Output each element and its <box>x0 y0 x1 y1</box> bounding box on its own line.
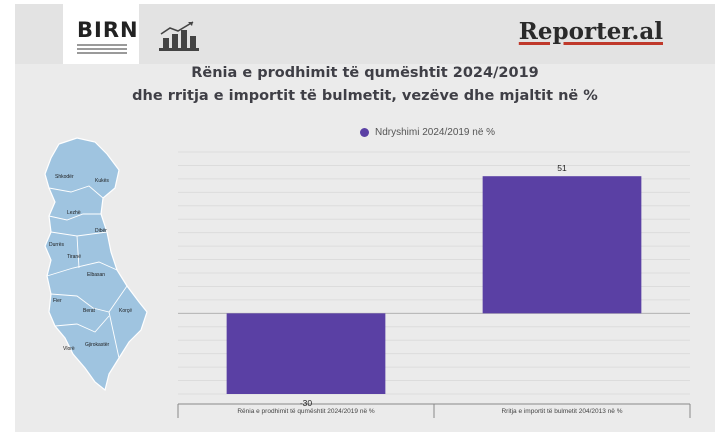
bar-chart-icon <box>159 21 199 51</box>
birn-logo: BIRN <box>63 4 139 64</box>
map-region-borders <box>46 185 128 359</box>
birn-logo-subtitle <box>77 44 127 56</box>
albania-map <box>44 137 148 392</box>
category-label-0: Rënia e prodhimit të qumështit 2024/2019… <box>237 408 375 415</box>
legend-label: Ndryshimi 2024/2019 në % <box>375 127 496 138</box>
bar-0 <box>226 313 386 394</box>
map-label-8: Berat <box>83 308 96 314</box>
legend: Ndryshimi 2024/2019 në % <box>360 127 495 138</box>
chart-title-line1: Rënia e prodhimit të qumështit 2024/2019 <box>191 65 539 81</box>
map-label-5: Tiranë <box>67 254 81 260</box>
map-label-9: Korçë <box>119 308 132 314</box>
map-label-11: Gjirokastër <box>85 342 110 348</box>
category-label-1: Rritja e importit të bulmetit 204/2013 n… <box>501 408 622 415</box>
birn-logo-text: BIRN <box>77 18 139 42</box>
bar-value-label-0: -30 <box>300 398 313 408</box>
map-label-1: Kukës <box>95 178 109 184</box>
chart-title-line2: dhe rritja e importit të bulmetit, vezëv… <box>132 88 598 104</box>
map-label-10: Vlorë <box>63 346 75 352</box>
legend-marker <box>360 128 369 137</box>
map-label-0: Shkodër <box>55 174 74 180</box>
map-label-7: Fier <box>53 298 62 304</box>
bar-1 <box>482 176 642 314</box>
header-bar: BIRN Reporter.al <box>15 4 715 64</box>
reporter-logo: Reporter.al <box>518 18 663 45</box>
map-label-3: Dibër <box>95 228 107 234</box>
chart-title: Rënia e prodhimit të qumështit 2024/2019… <box>15 62 715 108</box>
map-label-4: Durrës <box>49 242 65 248</box>
map-label-2: Lezhë <box>67 210 81 216</box>
map-country-shape <box>44 137 148 392</box>
map-label-6: Elbasan <box>87 272 105 278</box>
bar-value-label-1: 51 <box>557 163 567 173</box>
